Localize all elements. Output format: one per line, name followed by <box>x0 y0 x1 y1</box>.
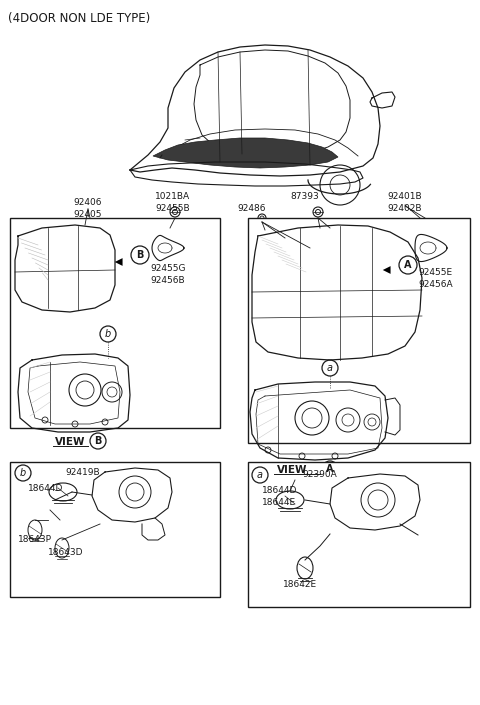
Bar <box>248 218 470 443</box>
Circle shape <box>322 360 338 376</box>
Text: a: a <box>257 470 263 480</box>
Circle shape <box>100 326 116 342</box>
Text: 18644D: 18644D <box>28 484 63 493</box>
Text: 92419B: 92419B <box>65 468 100 477</box>
Text: 18643P: 18643P <box>18 535 52 544</box>
Circle shape <box>322 461 338 477</box>
Text: 18642E: 18642E <box>283 580 317 589</box>
Circle shape <box>90 433 106 449</box>
Text: 87393: 87393 <box>290 192 319 201</box>
Circle shape <box>258 214 266 222</box>
Text: VIEW: VIEW <box>55 437 85 447</box>
Circle shape <box>170 207 180 217</box>
Circle shape <box>15 465 31 481</box>
Circle shape <box>252 467 268 483</box>
Text: 92486: 92486 <box>238 204 266 213</box>
Bar <box>10 218 220 428</box>
Text: b: b <box>20 468 26 478</box>
Text: 92455E
92456A: 92455E 92456A <box>418 268 453 289</box>
Text: 92455G
92456B: 92455G 92456B <box>150 264 185 285</box>
Text: 92390A: 92390A <box>302 470 337 479</box>
Text: 1021BA
92455B: 1021BA 92455B <box>155 192 190 213</box>
Text: 18643D: 18643D <box>48 548 84 557</box>
Text: A: A <box>326 464 334 474</box>
Text: a: a <box>327 363 333 373</box>
Text: VIEW: VIEW <box>277 465 308 475</box>
Circle shape <box>399 256 417 274</box>
Text: B: B <box>94 436 102 446</box>
Circle shape <box>313 207 323 217</box>
Text: 92406
92405: 92406 92405 <box>74 198 102 219</box>
Bar <box>10 462 220 597</box>
Text: (4DOOR NON LDE TYPE): (4DOOR NON LDE TYPE) <box>8 12 150 25</box>
Text: B: B <box>136 250 144 260</box>
Circle shape <box>131 246 149 264</box>
Bar <box>248 462 470 607</box>
Polygon shape <box>153 138 338 168</box>
Text: 92401B
92402B: 92401B 92402B <box>388 192 422 213</box>
Text: b: b <box>105 329 111 339</box>
Text: A: A <box>404 260 412 270</box>
Text: 18644D
18644E: 18644D 18644E <box>262 486 298 507</box>
